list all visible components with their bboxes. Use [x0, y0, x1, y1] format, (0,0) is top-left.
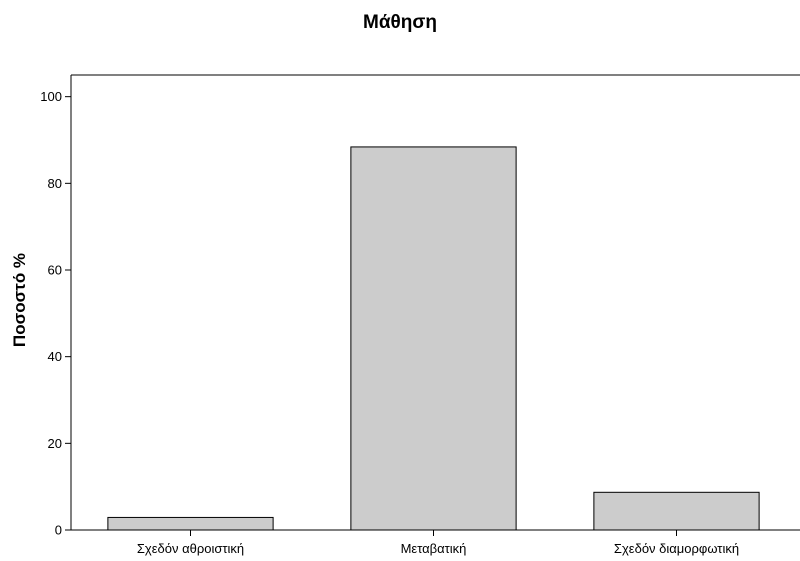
y-tick-label: 80: [48, 176, 62, 191]
y-tick-label: 40: [48, 349, 62, 364]
bar: [593, 491, 760, 531]
x-tick-label: Σχεδόν διαμορφωτική: [614, 541, 739, 556]
x-axis: Σχεδόν αθροιστική Μεταβατική Σχεδόν διαμορ…: [137, 530, 739, 556]
y-axis-label: Ποσοστό %: [10, 253, 29, 347]
x-tick-label: Σχεδόν αθροιστική: [137, 541, 244, 556]
chart-title: Μάθηση: [363, 12, 437, 33]
y-axis: 0 20 40 60 80 100: [40, 89, 71, 538]
bar: [350, 146, 517, 531]
y-tick-label: 20: [48, 436, 62, 451]
x-tick-label: Μεταβατική: [401, 541, 467, 556]
y-tick-label: 0: [55, 523, 62, 538]
y-tick-label: 60: [48, 263, 62, 278]
bars: [107, 146, 760, 531]
bar: [107, 516, 274, 531]
y-tick-label: 100: [40, 89, 62, 104]
